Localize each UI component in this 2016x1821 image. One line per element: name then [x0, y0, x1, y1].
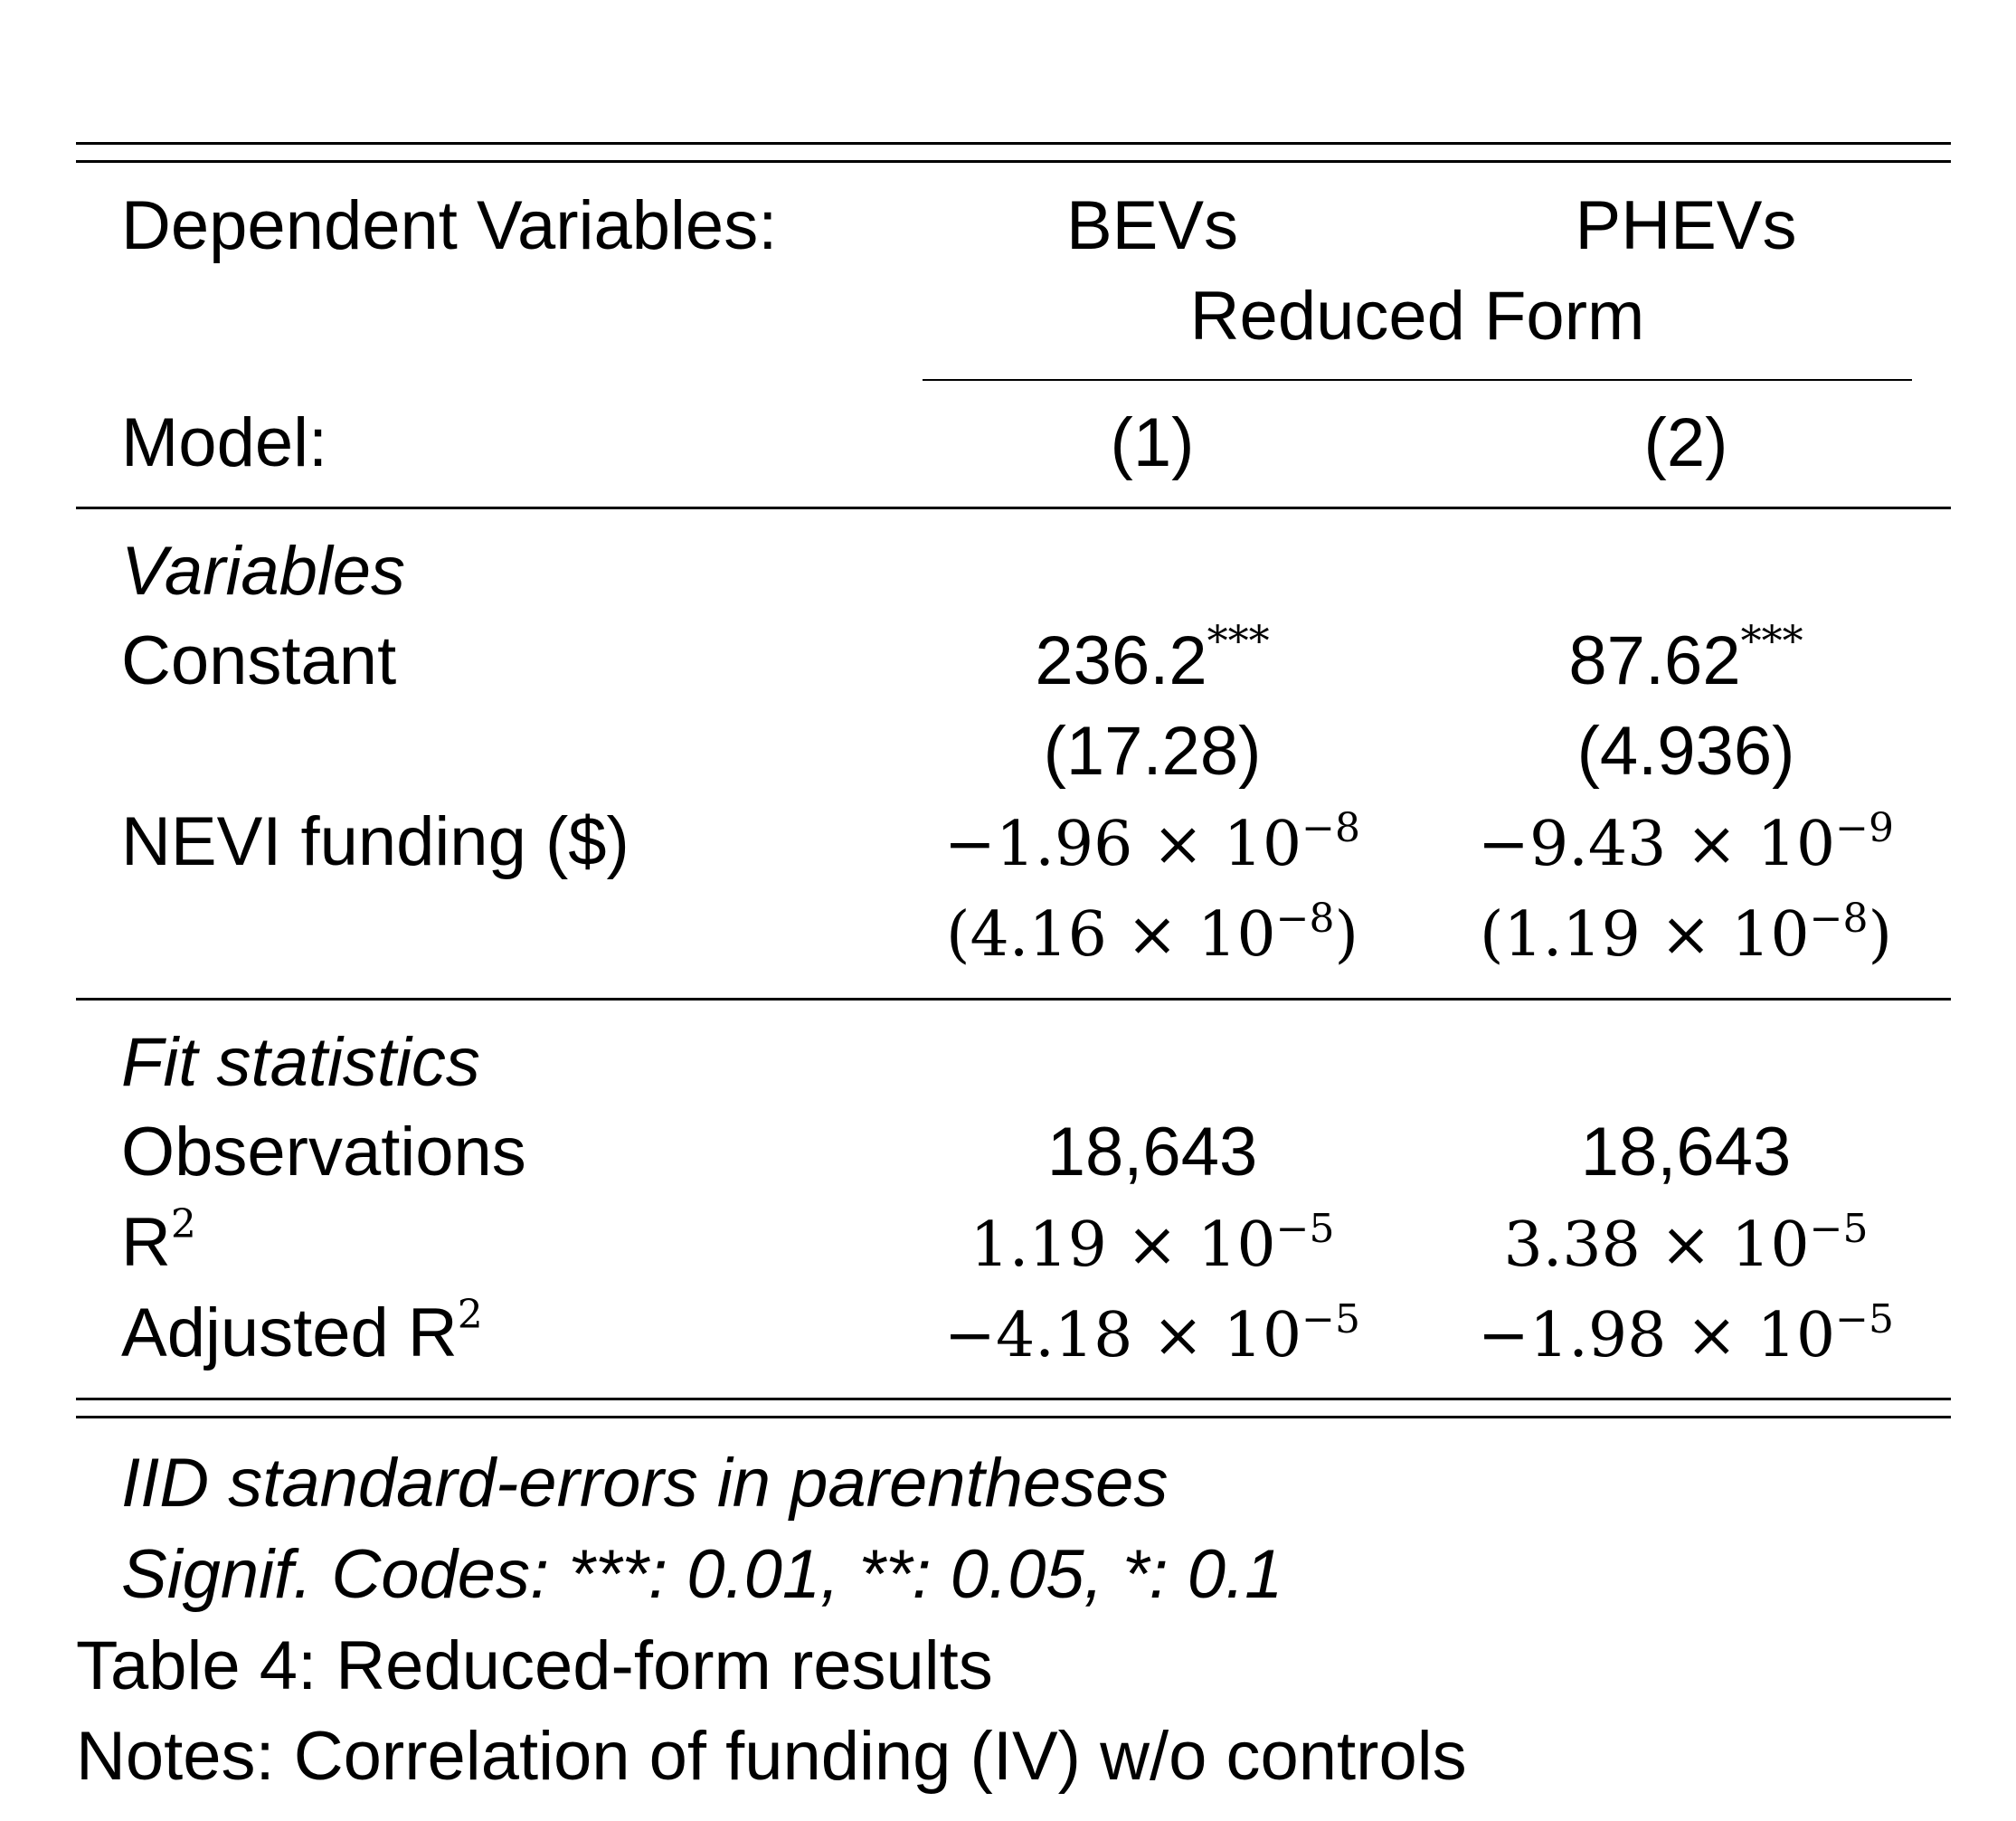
- constant-col2-se: (4.936): [1576, 713, 1795, 790]
- fit-statistics-section-label: Fit statistics: [121, 1024, 480, 1101]
- reduced-form-span-label: Reduced Form: [1189, 278, 1645, 355]
- model-label: Model:: [121, 404, 328, 481]
- variables-section-label: Variables: [121, 533, 406, 610]
- top-rule-outer: [76, 142, 1951, 145]
- significance-stars: ***: [1740, 616, 1803, 665]
- adjusted-r2-col2: −1.98 × 10−5: [1478, 1296, 1894, 1371]
- constant-label: Constant: [121, 622, 397, 699]
- dep-var-col2: PHEVs: [1575, 187, 1797, 264]
- significance-stars: ***: [1207, 616, 1270, 665]
- constant-col2-coef: 87.62***: [1568, 616, 1803, 699]
- constant-col1-coef: 236.2***: [1035, 616, 1270, 699]
- r2-label: R2: [121, 1201, 196, 1281]
- nevi-funding-label: NEVI funding ($): [121, 803, 629, 880]
- significance-codes-footnote: Signif. Codes: ***: 0.01, **: 0.05, *: 0…: [121, 1536, 1283, 1613]
- dependent-variables-label: Dependent Variables:: [121, 187, 778, 264]
- table-notes: Notes: Correlation of funding (IV) w/o c…: [76, 1718, 1467, 1795]
- span-underline: [923, 379, 1912, 381]
- adjusted-r2-label: Adjusted R2: [121, 1292, 483, 1371]
- header-rule: [76, 507, 1951, 509]
- bottom-rule-outer: [76, 1398, 1951, 1400]
- nevi-col1-se: (4.16 × 10−8): [945, 896, 1359, 971]
- r2-col1: 1.19 × 10−5: [970, 1206, 1335, 1281]
- model-col1: (1): [1110, 404, 1195, 481]
- adjusted-r2-col1: −4.18 × 10−5: [944, 1296, 1360, 1371]
- top-rule-inner: [76, 160, 1951, 163]
- model-col2: (2): [1643, 404, 1728, 481]
- dep-var-col1: BEVs: [1065, 187, 1239, 264]
- observations-col2: 18,643: [1580, 1114, 1792, 1190]
- r2-col2: 3.38 × 10−5: [1503, 1206, 1869, 1281]
- variables-rule: [76, 998, 1951, 1001]
- observations-label: Observations: [121, 1114, 526, 1190]
- nevi-col2-se: (1.19 × 10−8): [1479, 896, 1893, 971]
- observations-col1: 18,643: [1046, 1114, 1258, 1190]
- constant-col1-se: (17.28): [1043, 713, 1262, 790]
- nevi-col1-coef: −1.96 × 10−8: [944, 805, 1360, 880]
- standard-errors-footnote: IID standard-errors in parentheses: [121, 1445, 1169, 1522]
- bottom-rule-inner: [76, 1416, 1951, 1418]
- table-caption: Table 4: Reduced-form results: [76, 1627, 993, 1704]
- nevi-col2-coef: −9.43 × 10−9: [1478, 805, 1894, 880]
